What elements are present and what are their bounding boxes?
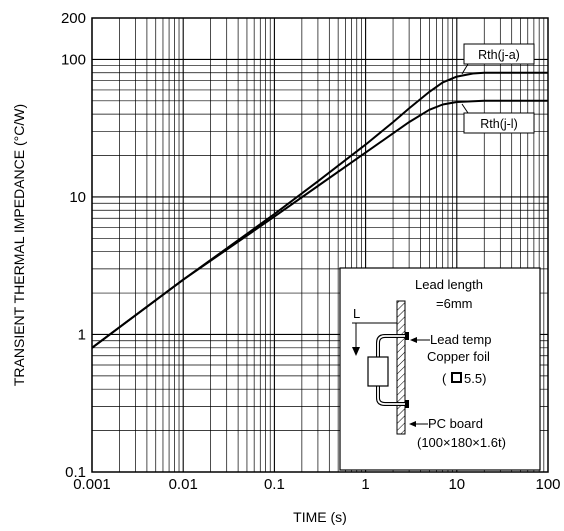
y-tick-label: 200 (61, 10, 86, 27)
series-layer (91, 71, 548, 349)
foil-size-value: 5.5) (464, 371, 486, 386)
diode-body-icon (367, 356, 389, 387)
x-tick-label: 0.01 (169, 476, 198, 493)
plot-frame (91, 17, 549, 473)
pc-board-label: PC board (428, 416, 483, 431)
lead-length-label: Lead length (415, 277, 483, 292)
series-line-rth-ja (91, 71, 548, 349)
copper-foil-pad-bottom (405, 400, 409, 408)
pc-board-size: (100×180×1.6t) (417, 435, 506, 450)
series-line-rth-jl (91, 99, 548, 349)
y-axis-title: TRANSIENT THERMAL IMPEDANCE (°C/W) (11, 104, 27, 386)
dim-label: L (353, 306, 360, 321)
y-tick-label: 10 (69, 189, 86, 206)
x-tick-labels: 0.001 0.01 0.1 1 10 100 (73, 476, 560, 493)
dim-arrowhead-icon (352, 347, 360, 356)
copper-foil-pad-top (405, 332, 409, 340)
x-axis-title: TIME (s) (293, 509, 347, 525)
y-tick-label: 0.1 (65, 464, 86, 481)
lead-temp-label: Lead temp (430, 332, 491, 347)
diode-lead-bottom-inner (377, 386, 405, 405)
x-tick-label: 0.001 (73, 476, 111, 493)
x-tick-label: 100 (535, 476, 560, 493)
lead-length-value: =6mm (436, 296, 472, 311)
pc-board-icon (396, 300, 406, 435)
mounting-inset: Lead length =6mm L Lead temp Copper foil… (339, 267, 541, 471)
series-label-rth-jl: Rth(j-l) (461, 103, 535, 134)
diode-lead-top-inner (377, 335, 405, 357)
y-tick-label: 1 (78, 326, 86, 343)
series-label-rth-jl-text: Rth(j-l) (480, 117, 518, 131)
copper-foil-label: Copper foil (427, 349, 490, 364)
foil-size-open: ( (442, 371, 447, 386)
series-label-rth-ja-text: Rth(j-a) (478, 48, 520, 62)
x-tick-label: 0.1 (264, 476, 285, 493)
series-label-rth-ja: Rth(j-a) (461, 43, 535, 75)
y-tick-label: 100 (61, 51, 86, 68)
pc-board-arrowhead-icon (409, 421, 416, 427)
y-tick-labels: 0.1 1 10 100 200 (61, 10, 86, 481)
x-tick-label: 1 (361, 476, 369, 493)
square-symbol-icon (451, 372, 462, 383)
x-tick-label: 10 (448, 476, 465, 493)
lead-temp-arrowhead-icon (410, 337, 417, 343)
